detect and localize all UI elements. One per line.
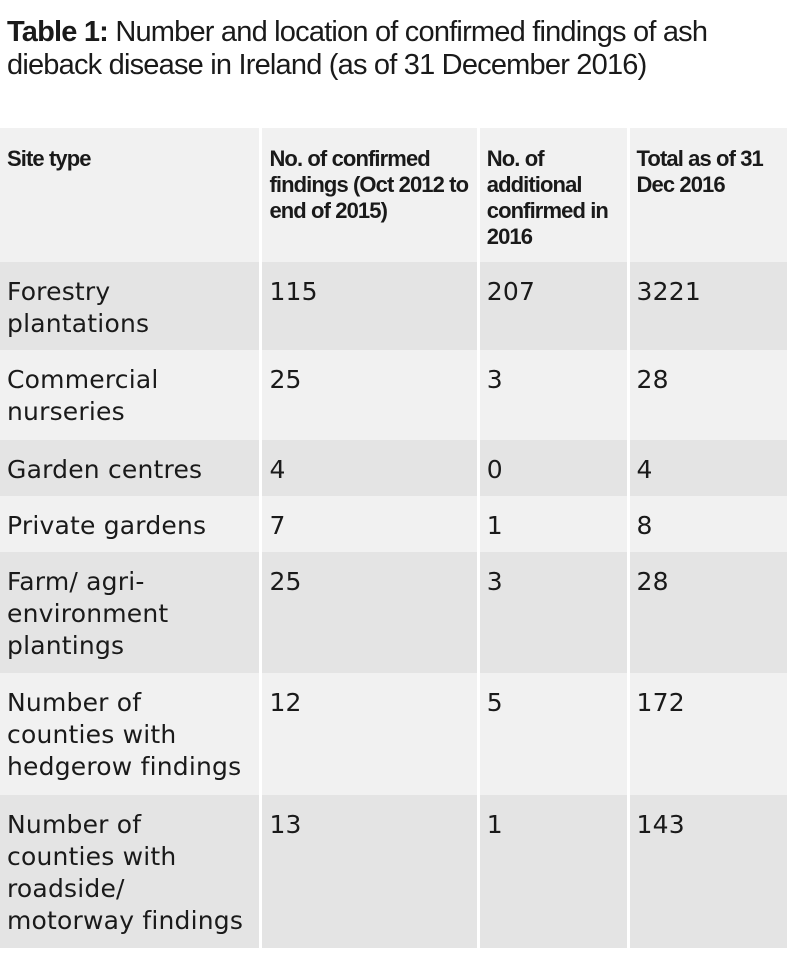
header-confirmed-2012-2015: No. of confirmed findings (Oct 2012 to e… [262, 128, 477, 262]
cell-confirmed-2012-2015: 7 [262, 496, 477, 552]
cell-confirmed-2012-2015: 4 [262, 440, 477, 496]
table-row: Farm/ agri-environment plantings 25 3 28 [0, 552, 787, 673]
caption-text: Number and location of confirmed finding… [7, 16, 708, 81]
findings-table: Site type No. of confirmed findings (Oct… [0, 128, 790, 948]
cell-confirmed-2012-2015: 25 [262, 552, 477, 673]
cell-total: 8 [629, 496, 787, 552]
cell-total: 28 [629, 552, 787, 673]
cell-total: 28 [629, 350, 787, 440]
cell-confirmed-2012-2015: 115 [262, 262, 477, 350]
cell-confirmed-2012-2015: 12 [262, 673, 477, 795]
header-additional-2016: No. of additional confirmed in 2016 [479, 128, 627, 262]
cell-site-type: Number of counties with hedgerow finding… [0, 673, 260, 795]
cell-confirmed-2012-2015: 13 [262, 795, 477, 948]
cell-site-type: Forestry plantations [0, 262, 260, 350]
header-total: Total as of 31 Dec 2016 [629, 128, 787, 262]
table-caption: Table 1: Number and location of confirme… [7, 16, 777, 82]
caption-label: Table 1: [7, 16, 109, 48]
cell-total: 143 [629, 795, 787, 948]
table-row: Commercial nurseries 25 3 28 [0, 350, 787, 440]
header-site-type: Site type [0, 128, 260, 262]
cell-additional-2016: 207 [479, 262, 627, 350]
table-row: Number of counties with hedgerow finding… [0, 673, 787, 795]
cell-additional-2016: 5 [479, 673, 627, 795]
cell-additional-2016: 0 [479, 440, 627, 496]
cell-additional-2016: 3 [479, 350, 627, 440]
header-row: Site type No. of confirmed findings (Oct… [0, 128, 787, 262]
cell-total: 172 [629, 673, 787, 795]
cell-additional-2016: 3 [479, 552, 627, 673]
cell-total: 4 [629, 440, 787, 496]
cell-additional-2016: 1 [479, 496, 627, 552]
cell-total: 3221 [629, 262, 787, 350]
cell-site-type: Farm/ agri-environment plantings [0, 552, 260, 673]
table-row: Garden centres 4 0 4 [0, 440, 787, 496]
cell-additional-2016: 1 [479, 795, 627, 948]
cell-site-type: Number of counties with roadside/ motorw… [0, 795, 260, 948]
table-row: Number of counties with roadside/ motorw… [0, 795, 787, 948]
table-row: Private gardens 7 1 8 [0, 496, 787, 552]
cell-site-type: Commercial nurseries [0, 350, 260, 440]
table-row: Forestry plantations 115 207 3221 [0, 262, 787, 350]
cell-site-type: Private gardens [0, 496, 260, 552]
cell-site-type: Garden centres [0, 440, 260, 496]
cell-confirmed-2012-2015: 25 [262, 350, 477, 440]
